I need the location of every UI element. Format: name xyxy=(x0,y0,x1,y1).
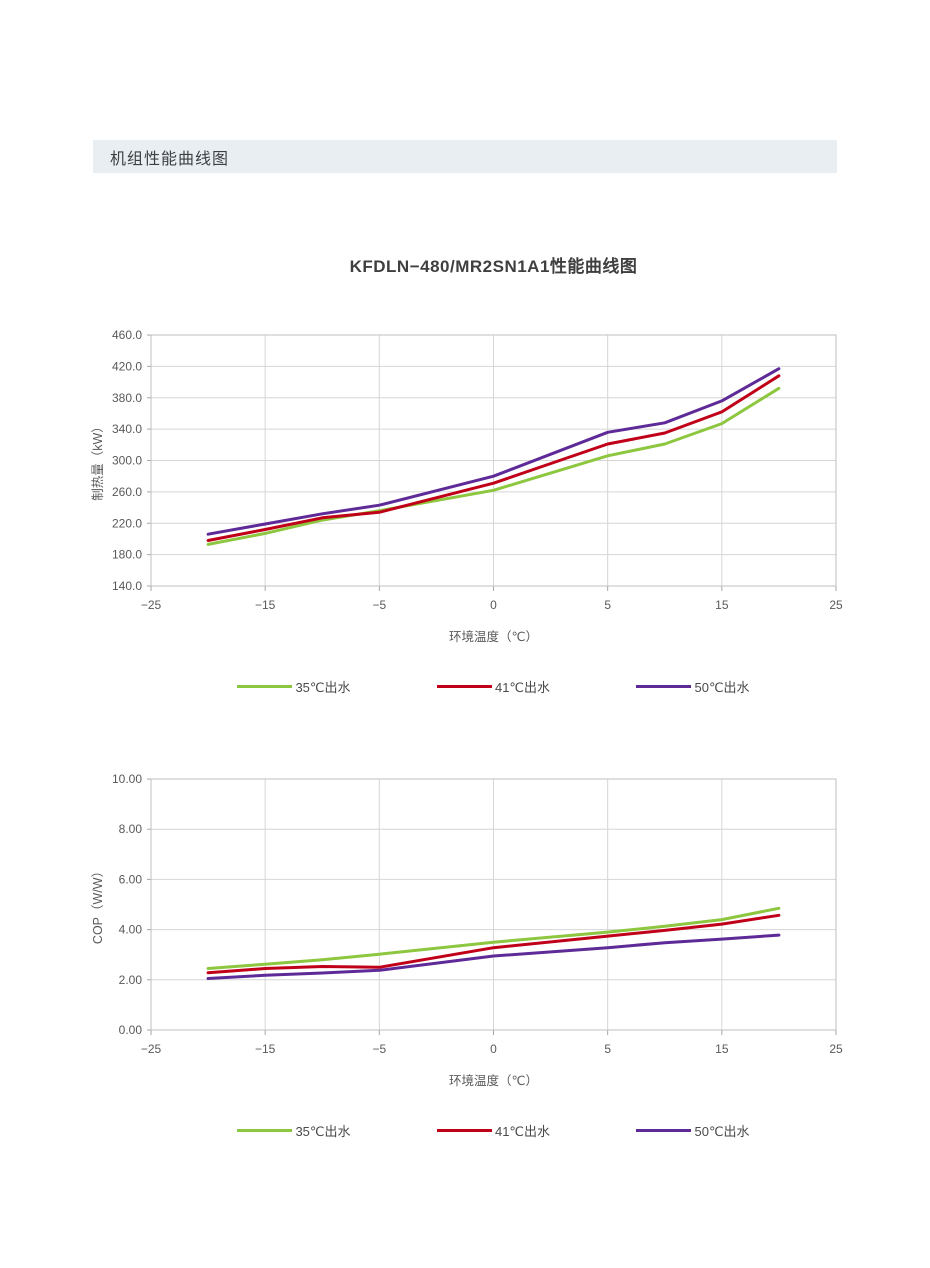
legend-label: 50℃出水 xyxy=(694,679,750,695)
legend-line-swatch xyxy=(636,1128,692,1132)
legend-label: 35℃出水 xyxy=(295,679,351,695)
legend-item: 41℃出水 xyxy=(436,1121,551,1140)
series-line xyxy=(206,906,781,970)
series-line xyxy=(206,913,781,975)
cop-chart: 10.00 8.00 6.00 4.00 2.00 0.00 −25 −15 −5 0 5 15 25 环… xyxy=(91,772,843,1088)
heating-capacity-chart: 460.0 420.0 380.0 340.0 300.0 260.0 220.0 180.0… xyxy=(91,328,843,644)
section-header-bar: 机组性能曲线图 xyxy=(93,140,837,173)
heating-capacity-legend: 35℃出水 41℃出水 50℃出水 xyxy=(151,676,836,696)
legend-item: 35℃出水 xyxy=(237,1121,351,1140)
legend-label: 41℃出水 xyxy=(494,1123,551,1139)
x-tick-label: −5 xyxy=(372,598,386,612)
y-tick-label: 140.0 xyxy=(112,579,142,593)
y-tick-label: 260.0 xyxy=(112,485,142,499)
x-axis-title: 环境温度（℃） xyxy=(449,1073,538,1088)
legend-item: 50℃出水 xyxy=(636,1121,750,1140)
y-tick-label: 8.00 xyxy=(119,822,143,836)
series-line xyxy=(206,386,781,546)
y-tick-label: 180.0 xyxy=(112,548,142,562)
series-line xyxy=(206,933,781,980)
y-tick-label: 380.0 xyxy=(112,391,142,405)
x-tick-label: −15 xyxy=(255,1042,276,1056)
y-tick-label: 4.00 xyxy=(119,923,143,937)
x-axis-title: 环境温度（℃） xyxy=(449,629,538,644)
y-tick-label: 0.00 xyxy=(119,1023,143,1037)
y-axis-title: 制热量（kW） xyxy=(91,420,105,501)
plot-border xyxy=(150,778,837,1031)
legend-label: 50℃出水 xyxy=(694,1123,750,1139)
x-tick-label: 5 xyxy=(604,1042,611,1056)
legend-label: 41℃出水 xyxy=(494,679,551,695)
legend-item: 50℃出水 xyxy=(636,677,750,696)
chart-title: KFDLN−480/MR2SN1A1性能曲线图 xyxy=(349,257,638,276)
plot-border xyxy=(150,334,837,587)
series-line xyxy=(206,367,781,536)
legend-line-swatch xyxy=(436,684,492,688)
legend-item: 41℃出水 xyxy=(436,677,551,696)
y-tick-label: 340.0 xyxy=(112,422,142,436)
legend-line-swatch xyxy=(636,684,692,688)
x-tick-label: 15 xyxy=(715,1042,729,1056)
y-tick-label: 6.00 xyxy=(119,872,143,886)
x-tick-label: −15 xyxy=(255,598,276,612)
x-tick-label: 25 xyxy=(829,1042,843,1056)
cop-legend: 35℃出水 41℃出水 50℃出水 xyxy=(151,1120,836,1140)
section-header-title: 机组性能曲线图 xyxy=(110,150,230,168)
x-tick-label: 5 xyxy=(604,598,611,612)
y-tick-label: 460.0 xyxy=(112,328,142,342)
legend-line-swatch xyxy=(237,1128,293,1132)
y-tick-label: 10.00 xyxy=(112,772,142,786)
y-tick-label: 220.0 xyxy=(112,516,142,530)
y-tick-label: 420.0 xyxy=(112,359,142,373)
x-tick-label: 15 xyxy=(715,598,729,612)
y-tick-label: 2.00 xyxy=(119,973,143,987)
x-tick-label: −25 xyxy=(141,1042,162,1056)
legend-line-swatch xyxy=(237,684,293,688)
x-tick-label: 0 xyxy=(490,598,497,612)
legend-line-swatch xyxy=(436,1128,492,1132)
y-tick-label: 300.0 xyxy=(112,454,142,468)
series-line xyxy=(206,374,781,542)
legend-item: 35℃出水 xyxy=(237,677,351,696)
y-axis-title: COP（W/W） xyxy=(91,865,105,944)
x-tick-label: −25 xyxy=(141,598,162,612)
x-tick-label: −5 xyxy=(372,1042,386,1056)
x-tick-label: 0 xyxy=(490,1042,497,1056)
legend-label: 35℃出水 xyxy=(295,1123,351,1139)
x-tick-label: 25 xyxy=(829,598,843,612)
